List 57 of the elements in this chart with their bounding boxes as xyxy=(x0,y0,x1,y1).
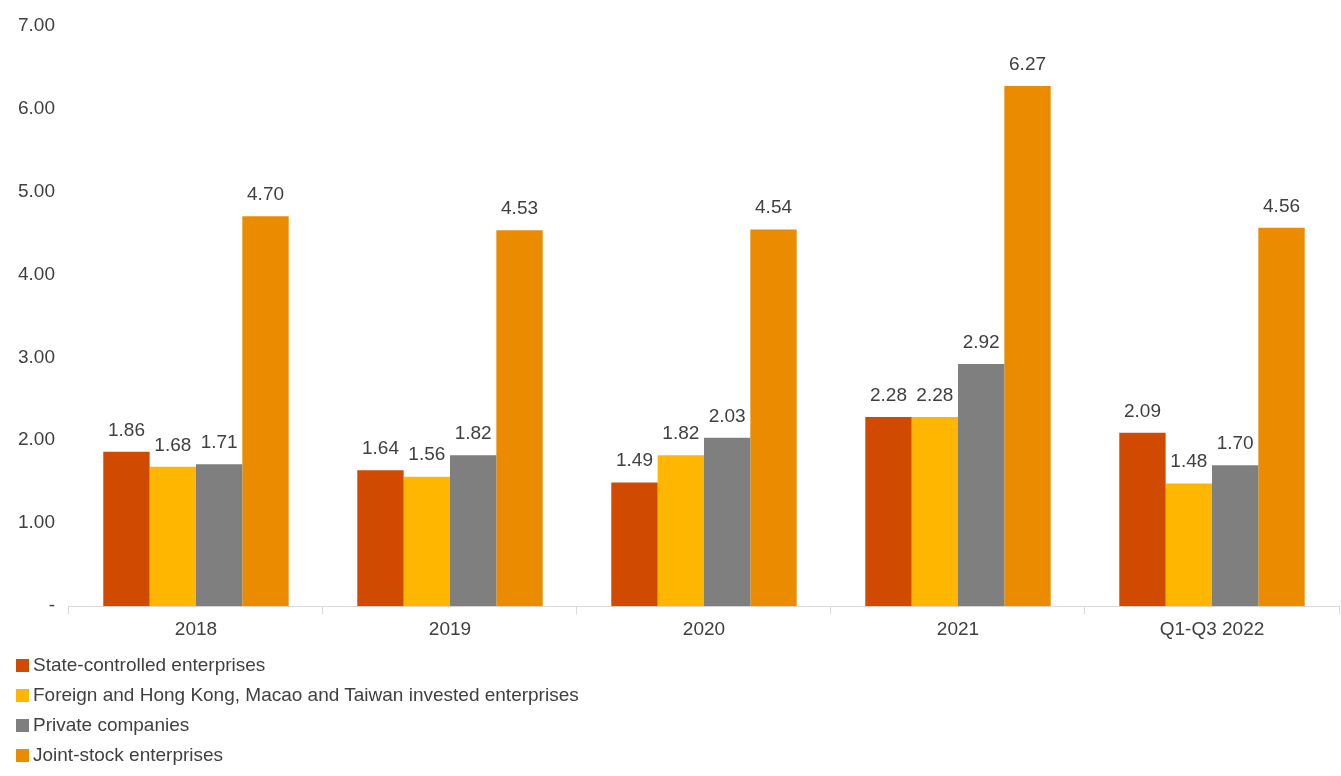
bar xyxy=(195,464,243,607)
data-label: 1.82 xyxy=(662,421,700,443)
data-label: 1.71 xyxy=(200,431,238,453)
bar xyxy=(403,476,450,607)
x-tick-label: Q1-Q3 2022 xyxy=(1159,617,1265,639)
y-tick-label: 1.00 xyxy=(18,511,55,533)
data-label: 1.48 xyxy=(1170,450,1208,472)
bar xyxy=(657,455,704,607)
bar xyxy=(611,482,658,607)
data-label: 2.92 xyxy=(962,330,1000,352)
data-label: 1.49 xyxy=(615,449,653,471)
bar xyxy=(703,437,751,607)
data-label: 1.70 xyxy=(1216,431,1254,453)
bar xyxy=(357,470,404,607)
bar xyxy=(496,230,543,607)
data-label: 1.82 xyxy=(454,421,492,443)
bar xyxy=(1004,85,1051,607)
bar xyxy=(242,216,289,607)
legend-label: Foreign and Hong Kong, Macao and Taiwan invested enterprises xyxy=(33,684,579,706)
legend-label: Joint-stock enterprises xyxy=(33,744,224,766)
data-label: 1.86 xyxy=(107,418,145,440)
data-label: 2.09 xyxy=(1123,399,1161,421)
y-tick-label: 4.00 xyxy=(18,262,55,284)
x-tick-label: 2018 xyxy=(174,617,218,639)
x-tick-label: 2020 xyxy=(682,617,726,639)
y-tick-label: 7.00 xyxy=(18,13,55,35)
bar xyxy=(149,466,196,607)
y-tick-label: 3.00 xyxy=(18,345,55,367)
bar xyxy=(750,229,797,607)
legend-label: State-controlled enterprises xyxy=(33,654,266,676)
bar xyxy=(957,363,1005,607)
bar xyxy=(449,455,497,607)
x-tick-label: 2021 xyxy=(936,617,980,639)
data-label: 2.28 xyxy=(869,383,907,405)
y-tick-label: 5.00 xyxy=(18,179,55,201)
bar xyxy=(865,417,912,607)
y-tick-label: 6.00 xyxy=(18,96,55,118)
x-tick-label: 2019 xyxy=(428,617,472,639)
data-label: 1.56 xyxy=(408,443,446,465)
data-label: 1.68 xyxy=(154,433,192,455)
data-label: 4.54 xyxy=(755,196,793,218)
data-label: 4.53 xyxy=(501,197,539,219)
data-label: 2.03 xyxy=(708,404,746,426)
bar xyxy=(1212,465,1259,607)
bar xyxy=(103,451,150,607)
legend-label: Private companies xyxy=(33,714,190,736)
data-label: 2.28 xyxy=(916,383,954,405)
y-tick-label: 2.00 xyxy=(18,428,55,450)
data-label: 4.56 xyxy=(1263,194,1301,216)
data-label: 1.64 xyxy=(361,436,400,458)
y-tick-label: - xyxy=(48,594,55,616)
data-label: 6.27 xyxy=(1009,52,1047,74)
data-label: 4.70 xyxy=(247,182,285,204)
bar xyxy=(1258,227,1305,607)
bar xyxy=(911,417,958,607)
bar xyxy=(1119,432,1166,607)
bar xyxy=(1165,483,1212,607)
